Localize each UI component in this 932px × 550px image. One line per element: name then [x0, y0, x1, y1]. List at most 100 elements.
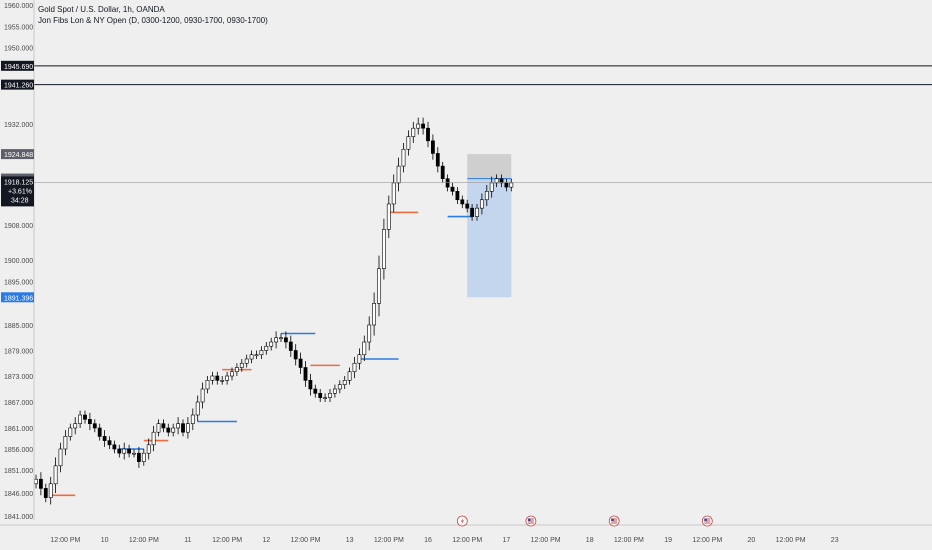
price-label[interactable]: 1941.260 — [4, 83, 33, 90]
candle-body — [161, 423, 166, 429]
time-tick-label: 12:00 PM — [531, 537, 561, 544]
candle-body — [274, 337, 279, 343]
candle-body — [377, 268, 381, 304]
price-tick-label: 1856.000 — [4, 447, 33, 454]
candle-body — [215, 375, 220, 381]
time-tick-label: 12:00 PM — [50, 537, 80, 544]
candle-body — [132, 452, 136, 455]
candle-body — [127, 448, 132, 454]
candle-body — [421, 123, 426, 129]
candle-body — [460, 199, 465, 205]
candle-body — [137, 452, 141, 462]
indicator-legend[interactable]: Jon Fibs Lon & NY Open (D, 0300-1200, 09… — [38, 16, 268, 25]
candle-body — [430, 140, 435, 154]
price-tick-label: 1873.000 — [4, 374, 33, 381]
time-tick-label: 12:00 PM — [212, 537, 242, 544]
candle-body — [225, 375, 230, 381]
price-tick-label: 1908.000 — [4, 223, 33, 230]
candle-body — [205, 380, 210, 390]
candle-body — [450, 186, 455, 192]
candle-body — [440, 165, 445, 180]
candle-body — [34, 478, 38, 485]
candle-body — [435, 153, 440, 167]
candle-body — [362, 341, 367, 356]
candle-body — [235, 367, 239, 373]
candle-body — [112, 444, 117, 450]
candle-body — [470, 207, 475, 217]
time-tick-label: 23 — [831, 537, 839, 544]
candle-body — [230, 371, 234, 377]
price-label-bg — [1, 292, 34, 303]
price-tick-label: 1867.000 — [4, 400, 33, 407]
price-tick-label: 1851.000 — [4, 468, 33, 475]
price-tick-label: 1932.000 — [4, 122, 33, 129]
position-zones[interactable] — [467, 154, 512, 298]
candle-body — [249, 354, 254, 360]
candle-body — [303, 367, 308, 381]
candle-body — [406, 136, 411, 150]
price-label[interactable]: 1945.690 — [4, 64, 33, 71]
event-icons[interactable] — [456, 515, 713, 527]
candle-body — [190, 414, 195, 424]
stop-loss-zone[interactable] — [467, 154, 512, 179]
candle-body — [102, 436, 107, 441]
candle-body — [455, 191, 460, 201]
candle-body — [298, 358, 303, 368]
candle-body — [396, 165, 401, 184]
candle-body — [117, 448, 122, 454]
candle-body — [475, 207, 479, 217]
candle-body — [220, 380, 225, 382]
candle-body — [83, 414, 87, 420]
take-profit-zone[interactable] — [467, 178, 512, 298]
horizontal-lines[interactable] — [34, 65, 932, 86]
bar-countdown-text: 34:28 — [11, 197, 29, 204]
candle-body — [58, 448, 63, 467]
candle-body — [313, 388, 318, 394]
candle-body — [200, 388, 205, 403]
candle-body — [97, 427, 102, 437]
price-axis[interactable]: 1960.000 1955.000 1950.000 1932.000 1908.000… — [0, 0, 35, 550]
candle-body — [107, 440, 112, 446]
us-flag-event-icon[interactable] — [701, 515, 713, 527]
candle-body — [166, 427, 171, 433]
price-tick-label: 1841.000 — [4, 514, 33, 521]
us-flag-event-icon[interactable] — [608, 515, 620, 527]
price-label[interactable]: 1891.396 — [4, 295, 33, 302]
us-flag-event-icon[interactable] — [525, 515, 537, 527]
candle-body — [171, 427, 176, 433]
price-tick-label: 1960.000 — [4, 3, 33, 10]
candle-body — [63, 436, 68, 450]
candle-body — [53, 465, 58, 485]
candle-body — [181, 423, 185, 433]
price-change-text: +3.61% — [8, 188, 32, 195]
price-tick-label: 1900.000 — [4, 258, 33, 265]
candle-body — [465, 203, 470, 209]
time-tick-label: 20 — [748, 537, 756, 544]
candle-body — [308, 380, 313, 390]
time-tick-label: 12:00 PM — [291, 537, 321, 544]
candle-body — [509, 182, 514, 188]
candle-body — [279, 337, 283, 340]
candle-body — [367, 324, 372, 343]
symbol-title[interactable]: Gold Spot / U.S. Dollar, 1h, OANDA — [38, 5, 165, 14]
candle-body — [141, 452, 146, 462]
candle-body — [328, 393, 332, 398]
candle-body — [73, 423, 78, 429]
time-axis[interactable]: 12:00 PM 10 12:00 PM 11 12:00 PM 12 12:00 PM 13… — [0, 524, 932, 544]
candle-body — [372, 303, 377, 326]
price-label[interactable]: 1924.848 — [4, 152, 33, 159]
candle-body — [401, 148, 406, 167]
candle-body — [151, 431, 156, 446]
candle-body — [337, 384, 342, 390]
candle-body — [269, 341, 274, 347]
lightning-event-icon[interactable] — [456, 515, 468, 527]
candle-body — [210, 375, 215, 381]
candle-body — [391, 182, 396, 205]
price-tick-label: 1879.000 — [4, 349, 33, 356]
candle-body — [38, 478, 43, 489]
candle-body — [381, 229, 386, 269]
current-price-badge[interactable] — [1, 176, 34, 207]
candle-body — [264, 345, 269, 351]
candle-body — [479, 199, 484, 209]
